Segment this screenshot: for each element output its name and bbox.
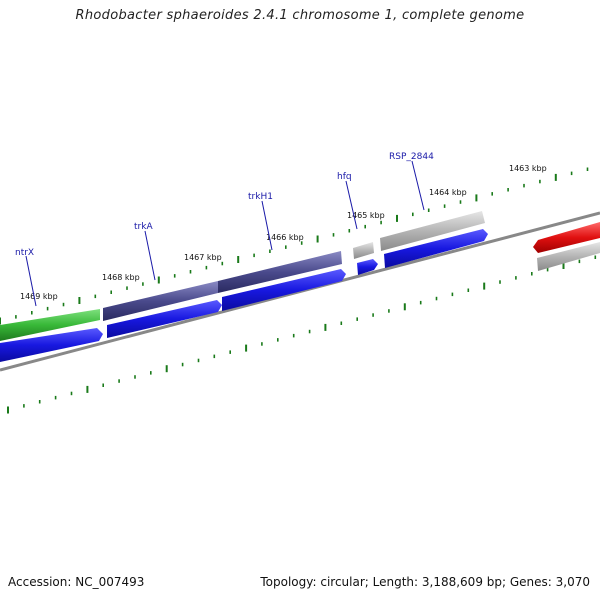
- rsp2844-leader: [411, 160, 425, 211]
- gene-labels: ntrX trkA trkH1 hfq RSP_2844: [15, 152, 434, 258]
- rsp2844-feature[interactable]: [380, 211, 485, 251]
- trkh1-feature[interactable]: [218, 251, 342, 293]
- trka-feature[interactable]: [103, 281, 218, 321]
- kbp-label-1466: 1466 kbp: [266, 233, 304, 242]
- ntrx-cds[interactable]: [0, 328, 103, 362]
- kbp-label-1465: 1465 kbp: [347, 211, 385, 220]
- kbp-label-1464: 1464 kbp: [429, 188, 467, 197]
- kbp-label-1467: 1467 kbp: [184, 253, 222, 262]
- accession-label: Accession: NC_007493: [8, 575, 145, 589]
- gene-label-trkh1[interactable]: trkH1: [248, 192, 273, 202]
- trka-cds[interactable]: [107, 300, 222, 338]
- hfq-leader: [345, 180, 358, 230]
- gene-label-trka[interactable]: trkA: [134, 222, 153, 232]
- kbp-label-1469: 1469 kbp: [20, 292, 58, 301]
- kbp-labels: 1469 kbp 1468 kbp 1467 kbp 1466 kbp 1465…: [20, 164, 547, 301]
- gene-label-ntrx[interactable]: ntrX: [15, 248, 34, 258]
- gene-label-rsp2844[interactable]: RSP_2844: [389, 152, 434, 162]
- topology-summary: Topology: circular; Length: 3,188,609 bp…: [260, 575, 590, 589]
- gene-label-leaders: [25, 160, 425, 307]
- kbp-label-1463: 1463 kbp: [509, 164, 547, 173]
- ntrx-leader: [25, 255, 37, 307]
- lower-tick-track: [7, 255, 597, 414]
- hfq-cds[interactable]: [357, 259, 378, 275]
- trka-leader: [144, 230, 156, 281]
- upper-tick-track: [0, 167, 589, 325]
- red-cds-right[interactable]: [533, 222, 600, 253]
- gray-feature-right[interactable]: [537, 242, 600, 271]
- rsp2844-cds[interactable]: [384, 229, 488, 268]
- trkh1-cds[interactable]: [222, 269, 346, 311]
- kbp-label-1468: 1468 kbp: [102, 273, 140, 282]
- gene-label-hfq[interactable]: hfq: [337, 172, 352, 182]
- map-title: Rhodobacter sphaeroides 2.4.1 chromosome…: [75, 8, 525, 23]
- trkh1-leader: [261, 200, 273, 251]
- hfq-feature[interactable]: [353, 242, 374, 259]
- ntrx-feature[interactable]: [0, 309, 100, 341]
